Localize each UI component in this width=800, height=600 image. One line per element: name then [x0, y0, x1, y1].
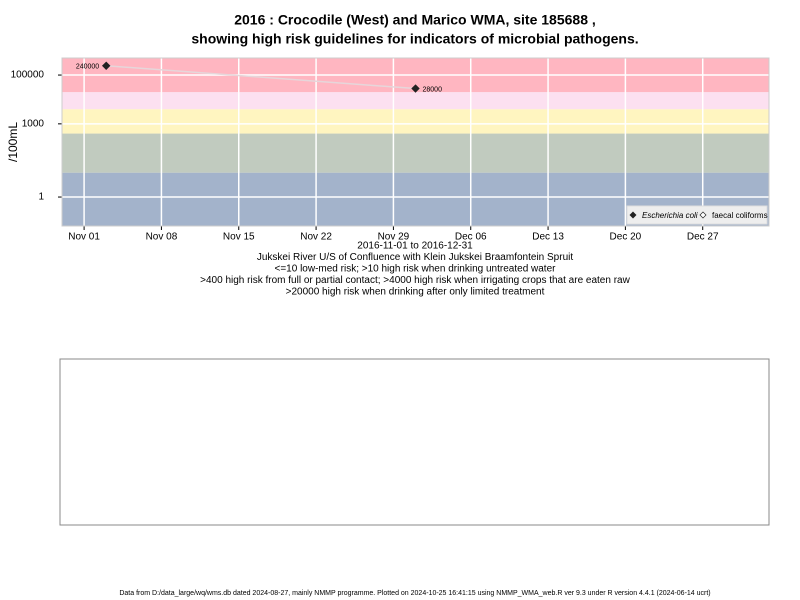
y-tick-label: 100000 — [11, 70, 45, 81]
x-tick-label: Dec 06 — [455, 232, 487, 243]
legend-label: Escherichia coli — [642, 211, 698, 220]
x-tick-label: Dec 13 — [532, 232, 564, 243]
x-tick-label: Nov 22 — [300, 232, 332, 243]
risk-band — [62, 133, 769, 173]
chart-title: showing high risk guidelines for indicat… — [191, 31, 638, 47]
data-label: 28000 — [423, 86, 443, 93]
risk-band — [62, 92, 769, 110]
x-tick-label: Dec 20 — [610, 232, 642, 243]
data-label: 240000 — [76, 64, 99, 71]
data-point — [101, 61, 111, 70]
y-axis-label: /100mL — [6, 122, 20, 162]
caption-line: >20000 high risk when drinking after onl… — [286, 287, 545, 298]
data-point — [411, 84, 420, 93]
risk-band — [62, 109, 769, 134]
x-tick-label: Dec 27 — [687, 232, 719, 243]
footer: Data from D:/data_large/wq/wms.db dated … — [119, 590, 710, 597]
x-tick-label: Nov 01 — [68, 232, 100, 243]
legend-marker — [629, 211, 637, 219]
chart-title: 2016 : Crocodile (West) and Marico WMA, … — [234, 12, 596, 28]
x-tick-label: Nov 15 — [223, 232, 255, 243]
legend-label: faecal coliforms — [712, 211, 768, 220]
y-tick-label: 1 — [38, 192, 44, 203]
caption-line: 2016-11-01 to 2016-12-31 — [357, 241, 473, 252]
empty-panel — [59, 358, 770, 526]
x-tick-label: Nov 29 — [378, 232, 410, 243]
series-line — [106, 65, 416, 90]
caption-line: Jukskei River U/S of Confluence with Kle… — [257, 252, 573, 263]
legend-box — [626, 205, 768, 225]
y-tick-label: 1000 — [22, 118, 45, 129]
caption-line: <=10 low-med risk; >10 high risk when dr… — [275, 264, 557, 275]
x-tick-label: Nov 08 — [146, 232, 178, 243]
plot-frame — [61, 57, 770, 227]
caption-line: >400 high risk from full or partial cont… — [200, 275, 630, 286]
legend-marker — [699, 211, 707, 219]
